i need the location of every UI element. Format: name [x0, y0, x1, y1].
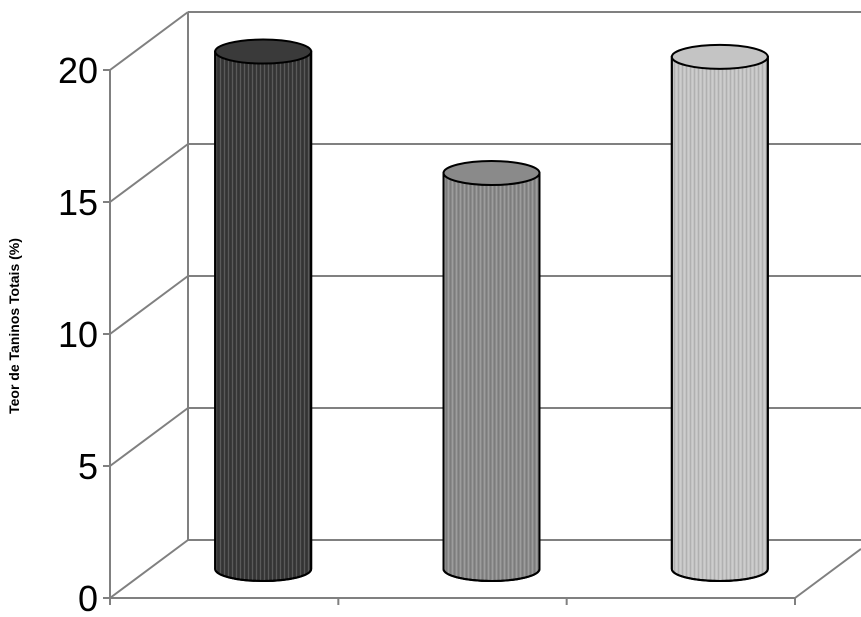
bar	[214, 38, 313, 582]
gridline-side	[109, 143, 189, 203]
bars	[214, 38, 769, 582]
y-tick-label: 15	[58, 182, 98, 223]
gridline-side	[109, 275, 189, 335]
y-tick-label: 20	[58, 50, 98, 91]
x-tick-label: S.polyphyllum	[149, 614, 298, 617]
x-tick-label: S.adstringens	[607, 614, 754, 617]
labels: 0 5 10 15 20 S.polyphyllum S.obovatum S.adstrin…	[58, 50, 754, 617]
gridline-side	[109, 539, 189, 599]
bar	[670, 43, 769, 582]
y-tick-label: 10	[58, 314, 98, 355]
y-tick-label: 0	[78, 578, 98, 617]
x-tick-label: S.obovatum	[388, 614, 516, 617]
gridline-side	[109, 407, 189, 467]
bar-top	[670, 43, 769, 70]
gridline-side	[109, 11, 189, 71]
y-tick-label: 5	[78, 446, 98, 487]
floor-edge	[794, 548, 861, 599]
bar-top	[442, 160, 541, 186]
y-axis-title: Teor de Taninos Totais (%)	[6, 238, 22, 414]
bar-top	[214, 38, 313, 65]
axes	[103, 69, 796, 605]
bar	[442, 160, 541, 582]
